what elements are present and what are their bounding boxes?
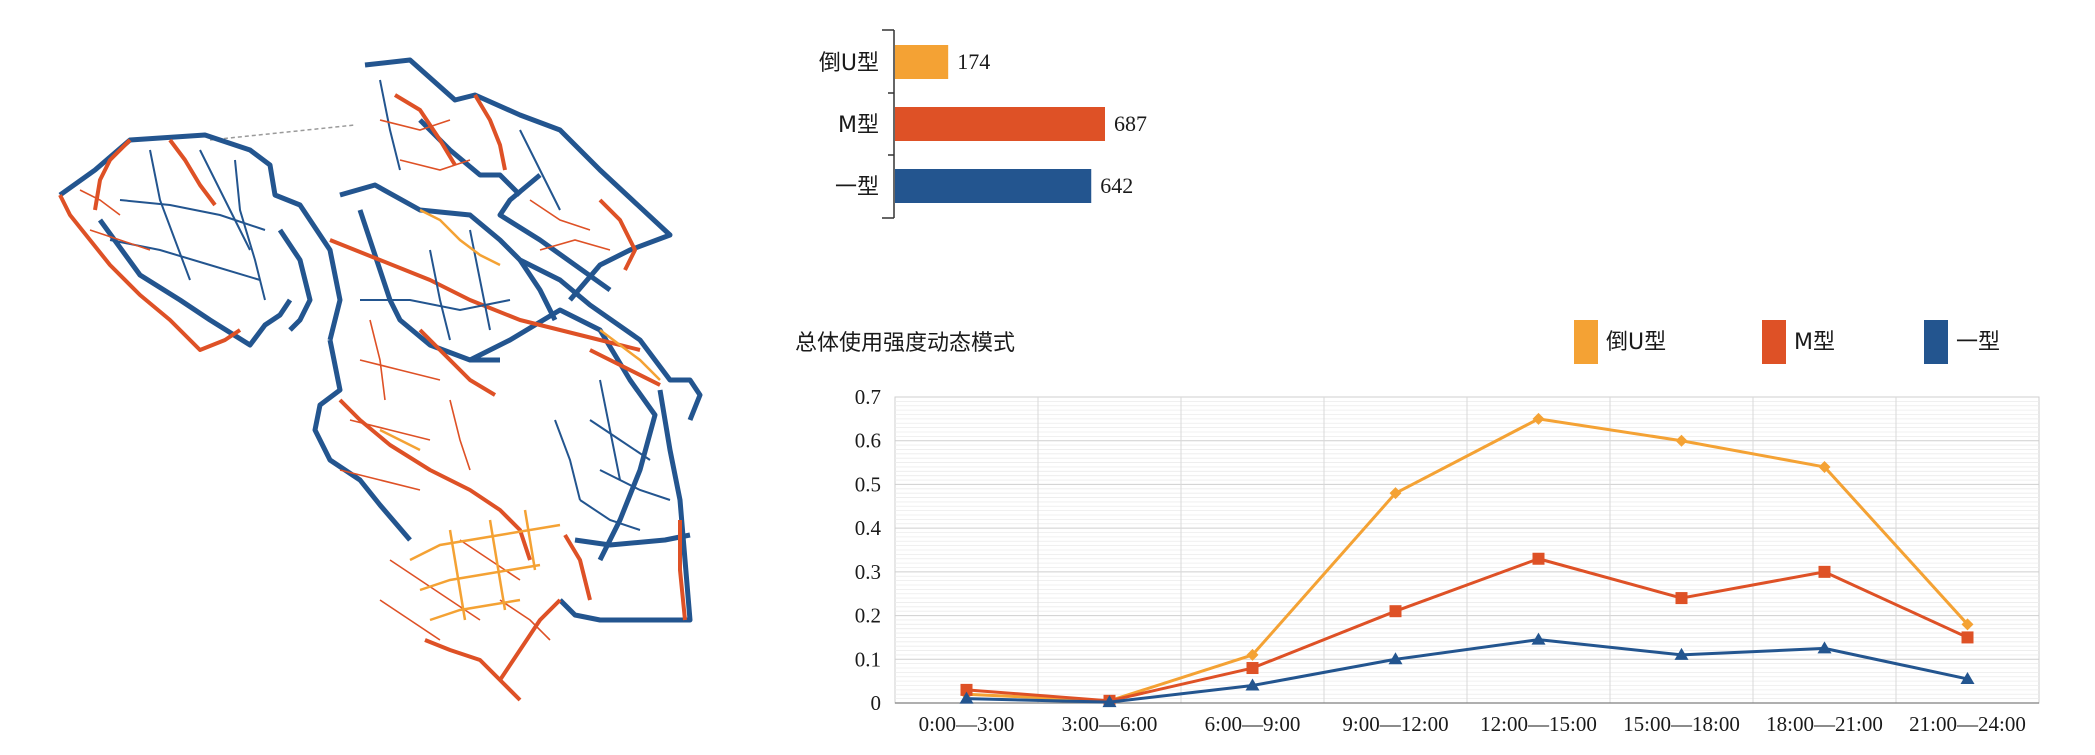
map-local-streets-blue bbox=[109, 79, 671, 531]
series-marker-square bbox=[1961, 631, 1974, 644]
y-tick-label: 0.2 bbox=[855, 604, 881, 628]
legend-swatch bbox=[1762, 320, 1786, 364]
y-tick-label: 0.4 bbox=[855, 516, 882, 540]
y-tick-label: 0.1 bbox=[855, 647, 881, 671]
series-marker-diamond bbox=[1246, 648, 1259, 661]
x-tick-label: 0:00—3:00 bbox=[919, 712, 1015, 736]
y-tick-label: 0.5 bbox=[855, 472, 881, 496]
series-marker-triangle bbox=[1245, 678, 1260, 691]
series-marker-triangle bbox=[1531, 632, 1546, 645]
bar-1 bbox=[895, 45, 949, 79]
line-chart-legend: 倒U型 M型 一型 bbox=[1574, 320, 2000, 364]
plot-grid bbox=[895, 397, 2039, 703]
x-tick-label: 3:00—6:00 bbox=[1062, 712, 1158, 736]
series-marker-square bbox=[1532, 552, 1545, 565]
series-line-3 bbox=[966, 638, 1968, 704]
series-marker-triangle bbox=[1817, 641, 1832, 654]
legend-swatch bbox=[1574, 320, 1598, 364]
bar-value-label: 687 bbox=[1114, 111, 1147, 136]
legend-swatch bbox=[1924, 320, 1948, 364]
series-marker-triangle bbox=[1674, 647, 1689, 660]
bar-category-label: M型 bbox=[838, 113, 879, 138]
bar-value-label: 642 bbox=[1100, 173, 1133, 198]
series-marker-diamond bbox=[1532, 412, 1545, 425]
y-axis-ticks: 0 0.1 0.2 0.3 0.4 0.5 0.6 0.7 bbox=[855, 385, 882, 715]
y-tick-label: 0 bbox=[871, 691, 882, 715]
x-tick-label: 15:00—18:00 bbox=[1623, 712, 1740, 736]
bar-chart-axis bbox=[882, 29, 895, 219]
series-marker-square bbox=[1818, 565, 1831, 578]
type-count-bar-chart: 倒U型 174 M型 687 一型 642 bbox=[819, 29, 1147, 219]
series-marker-diamond bbox=[1389, 487, 1402, 500]
series-marker-square bbox=[1246, 662, 1259, 675]
series-marker-diamond bbox=[1818, 460, 1831, 473]
legend-label: 一型 bbox=[1956, 330, 2000, 355]
x-tick-label: 18:00—21:00 bbox=[1766, 712, 1883, 736]
series-line-1 bbox=[966, 417, 1969, 703]
y-tick-label: 0.7 bbox=[855, 385, 881, 409]
y-tick-label: 0.6 bbox=[855, 429, 881, 453]
bar-value-label: 174 bbox=[957, 49, 990, 74]
line-chart-title: 总体使用强度动态模式 bbox=[795, 331, 1015, 356]
series-marker-triangle bbox=[1102, 695, 1117, 708]
x-tick-label: 21:00—24:00 bbox=[1909, 712, 2026, 736]
bar-category-label: 倒U型 bbox=[819, 51, 879, 76]
bar-2 bbox=[895, 107, 1105, 141]
series-line-2 bbox=[966, 557, 1969, 703]
x-tick-label: 9:00—12:00 bbox=[1342, 712, 1448, 736]
street-network-map bbox=[58, 57, 703, 702]
bar-3 bbox=[895, 169, 1092, 203]
line-series-group bbox=[959, 412, 1975, 708]
series-marker-diamond bbox=[1961, 618, 1974, 631]
series-marker-square bbox=[960, 683, 973, 696]
map-local-streets-orange bbox=[79, 119, 611, 641]
y-tick-label: 0.3 bbox=[855, 560, 881, 584]
usage-intensity-line-chart: 总体使用强度动态模式 倒U型 M型 一型 0 0.1 0.2 0.3 0.4 0.5 0.6 0.… bbox=[795, 320, 2040, 736]
series-marker-triangle bbox=[959, 691, 974, 704]
series-marker-triangle bbox=[1388, 652, 1403, 665]
series-marker-square bbox=[1675, 592, 1688, 605]
legend-label: 倒U型 bbox=[1606, 330, 1666, 355]
bar-category-label: 一型 bbox=[835, 175, 879, 200]
series-marker-triangle bbox=[1960, 671, 1975, 684]
series-marker-diamond bbox=[1675, 434, 1688, 447]
x-axis-ticks: 0:00—3:00 3:00—6:00 6:00—9:00 9:00—12:00 12:… bbox=[919, 712, 2026, 736]
x-tick-label: 6:00—9:00 bbox=[1205, 712, 1301, 736]
map-connector-line bbox=[209, 124, 356, 141]
map-core-streets-yellow bbox=[379, 208, 661, 622]
legend-label: M型 bbox=[1794, 330, 1835, 355]
x-tick-label: 12:00—15:00 bbox=[1480, 712, 1597, 736]
series-marker-square bbox=[1389, 605, 1402, 618]
